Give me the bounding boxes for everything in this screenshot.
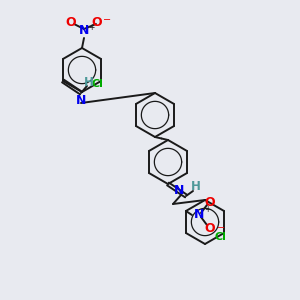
Text: +: + bbox=[204, 206, 210, 214]
Text: O: O bbox=[66, 16, 76, 28]
Text: O: O bbox=[205, 221, 215, 235]
Text: N: N bbox=[174, 184, 184, 197]
Text: −: − bbox=[217, 223, 225, 233]
Text: N: N bbox=[76, 94, 86, 107]
Text: O: O bbox=[205, 196, 215, 208]
Text: O: O bbox=[92, 16, 102, 28]
Text: H: H bbox=[84, 76, 94, 89]
Text: −: − bbox=[103, 15, 111, 25]
Text: Cl: Cl bbox=[214, 232, 226, 242]
Text: N: N bbox=[79, 25, 89, 38]
Text: Cl: Cl bbox=[91, 79, 103, 89]
Text: H: H bbox=[191, 181, 201, 194]
Text: +: + bbox=[88, 22, 94, 32]
Text: N: N bbox=[194, 208, 204, 221]
